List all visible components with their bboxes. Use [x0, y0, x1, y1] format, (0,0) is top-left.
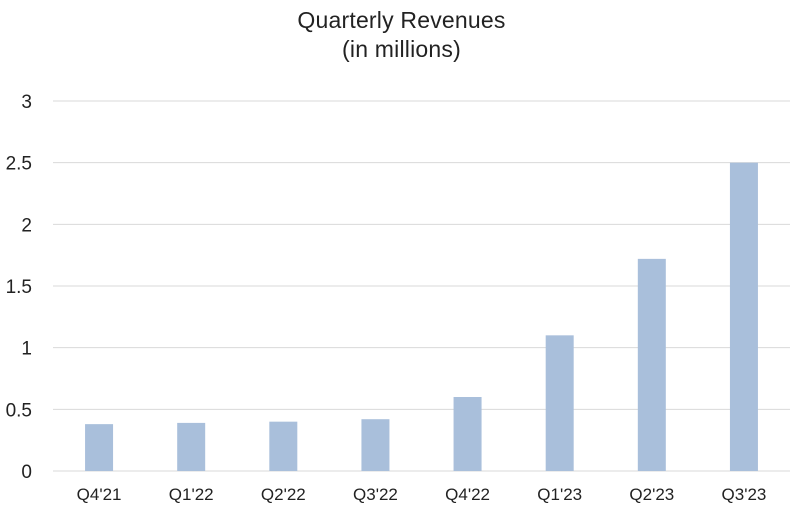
- chart-title: Quarterly Revenues: [297, 7, 506, 33]
- chart-subtitle: (in millions): [342, 36, 461, 62]
- bar: [545, 335, 574, 471]
- bar: [269, 421, 298, 471]
- x-tick-label: Q1'22: [169, 485, 214, 504]
- y-tick-label: 0: [21, 462, 32, 483]
- y-tick-label: 1.5: [6, 277, 32, 298]
- bar: [85, 424, 114, 471]
- x-tick-label: Q2'22: [261, 485, 306, 504]
- bar: [637, 258, 666, 471]
- y-tick-label: 1: [21, 339, 32, 360]
- bar: [177, 422, 206, 471]
- x-tick-label: Q1'23: [537, 485, 582, 504]
- y-tick-label: 3: [21, 92, 32, 113]
- x-tick-label: Q4'21: [77, 485, 122, 504]
- y-tick-label: 0.5: [6, 400, 32, 421]
- chart-title-block: Quarterly Revenues (in millions): [0, 6, 803, 64]
- bar: [729, 162, 758, 471]
- x-tick-label: Q3'23: [722, 485, 767, 504]
- bar: [361, 419, 390, 471]
- x-tick-label: Q3'22: [353, 485, 398, 504]
- x-tick-label: Q2'23: [629, 485, 674, 504]
- bar: [453, 397, 482, 471]
- y-tick-label: 2: [21, 215, 32, 236]
- y-tick-label: 2.5: [6, 154, 32, 175]
- x-tick-label: Q4'22: [445, 485, 490, 504]
